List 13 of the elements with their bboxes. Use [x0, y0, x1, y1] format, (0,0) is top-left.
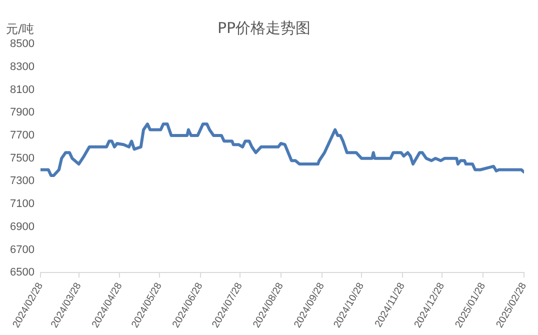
y-tick-label: 6700	[10, 244, 34, 256]
y-tick-label: 8500	[10, 38, 34, 50]
y-tick-label: 7700	[10, 129, 34, 142]
chart-title: PP价格走势图	[217, 18, 311, 37]
y-tick-label: 6900	[10, 220, 34, 233]
y-tick-label: 7100	[10, 198, 34, 210]
y-tick-label: 8100	[10, 84, 34, 96]
y-axis-title: 元/吨	[6, 22, 34, 36]
y-tick-label: 8300	[10, 60, 34, 73]
y-tick-label: 6500	[10, 266, 34, 279]
y-tick-label: 7300	[10, 175, 34, 188]
y-tick-label: 7500	[10, 152, 34, 164]
y-tick-label: 7900	[10, 106, 34, 119]
